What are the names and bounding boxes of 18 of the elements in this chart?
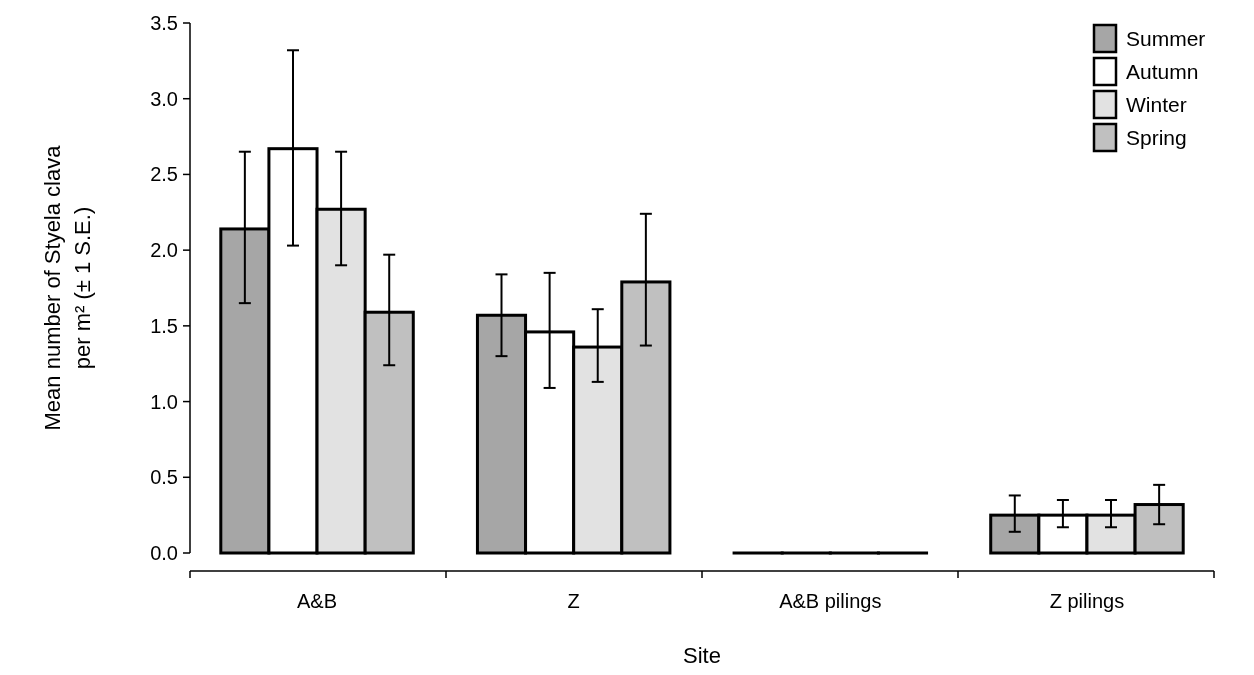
y-tick-label: 0.0	[150, 542, 178, 564]
legend-label: Spring	[1126, 126, 1187, 150]
y-tick-label: 0.5	[150, 466, 178, 489]
y-tick-label: 2.0	[150, 239, 178, 262]
legend-label: Summer	[1126, 27, 1206, 51]
y-tick-label: 1.5	[150, 314, 178, 337]
y-tick-label: 3.5	[150, 12, 178, 34]
x-tick-label: A&B	[297, 590, 338, 612]
x-axis-title: Site	[683, 643, 721, 668]
y-tick-label: 3.0	[150, 87, 178, 110]
y-axis-title: Mean number of Styela clava per m² (± 1 S.E.)	[40, 144, 95, 431]
y-tick-label: 1.0	[150, 390, 178, 413]
legend-label: Autumn	[1126, 60, 1199, 84]
x-tick-label: A&B pilings	[779, 590, 882, 612]
y-tick-label: 2.5	[150, 163, 178, 186]
x-tick-label: Z	[567, 590, 580, 612]
x-tick-label: Z pilings	[1049, 590, 1125, 612]
legend-label: Winter	[1126, 93, 1187, 117]
